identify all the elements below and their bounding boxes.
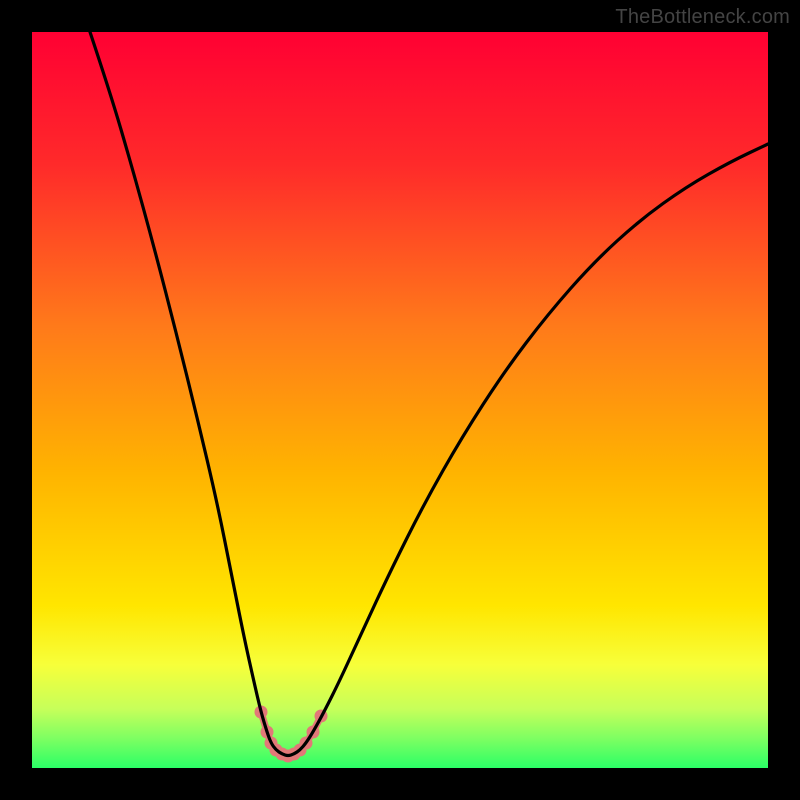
watermark-text: TheBottleneck.com bbox=[615, 6, 790, 29]
chart-overlay bbox=[32, 32, 768, 768]
chart-stage: TheBottleneck.com bbox=[0, 0, 800, 800]
bottleneck-curve bbox=[90, 32, 768, 756]
